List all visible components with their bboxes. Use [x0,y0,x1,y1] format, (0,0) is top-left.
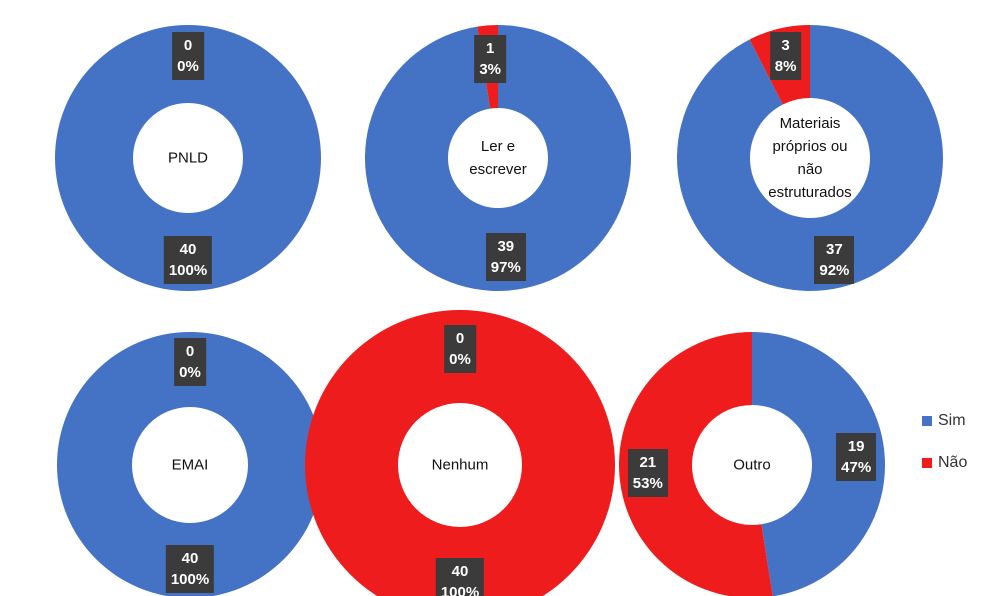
data-label-count: 3 [781,37,790,55]
data-label-count: 21 [639,454,657,472]
data-label-count: 39 [497,238,515,256]
data-label-percent: 0% [449,350,471,368]
data-label-percent: 0% [179,363,201,381]
legend-item: Não [922,454,967,472]
donut-center-label: EMAI [171,456,209,474]
data-label-percent: 3% [479,60,502,78]
data-label: 37 92% [814,235,855,284]
data-label-percent: 8% [774,58,797,76]
donut-slice [57,332,323,596]
data-label-percent: 92% [819,261,850,279]
donut-center-label: Ler e escrever [469,138,527,178]
data-label: 1 3% [474,34,507,83]
data-label-count: 40 [179,241,197,258]
donut-center-label: Nenhum [431,456,489,474]
data-label-count: 0 [185,342,195,360]
data-label: 40 100% [435,557,485,596]
data-label: 39 97% [485,233,526,282]
data-label-count: 19 [847,437,865,455]
data-label-percent: 97% [490,259,521,277]
data-label-percent: 100% [170,570,210,588]
data-label: 21 53% [627,449,668,498]
legend-label: Sim [938,412,966,429]
data-label: 0 0% [172,32,204,80]
legend-swatch [922,458,932,468]
data-label-percent: 100% [168,262,208,279]
legend-label: Não [938,454,968,471]
data-label: 19 47% [836,432,877,481]
legend-item: Sim [922,412,966,430]
data-label-count: 0 [455,329,465,347]
data-label: 3 8% [769,32,802,81]
donut-slice [752,332,885,596]
data-label-count: 40 [181,549,199,567]
donut-slice [619,332,773,596]
data-label-percent: 53% [632,475,663,493]
legend-swatch [922,416,932,426]
donut-slice [677,25,944,292]
donut-slice [365,25,631,291]
data-label-count: 37 [826,240,843,258]
data-label: 0 0% [444,324,476,373]
donut-slice [305,310,615,596]
data-label: 40 100% [165,544,215,593]
data-label-percent: 100% [440,583,480,596]
donut-center-label: Outro [733,456,771,474]
donut-center-label: PNLD [167,149,208,167]
data-label-count: 40 [451,562,469,580]
data-label: 40 100% [163,236,213,284]
donut-slice [55,25,321,291]
data-label-percent: 47% [841,458,872,476]
data-label-count: 0 [183,37,193,54]
donut-center-label: Materiais próprios ou não estruturados [768,115,852,201]
data-label-percent: 0% [177,58,199,75]
data-label-count: 1 [486,39,495,57]
data-label: 0 0% [174,337,206,386]
